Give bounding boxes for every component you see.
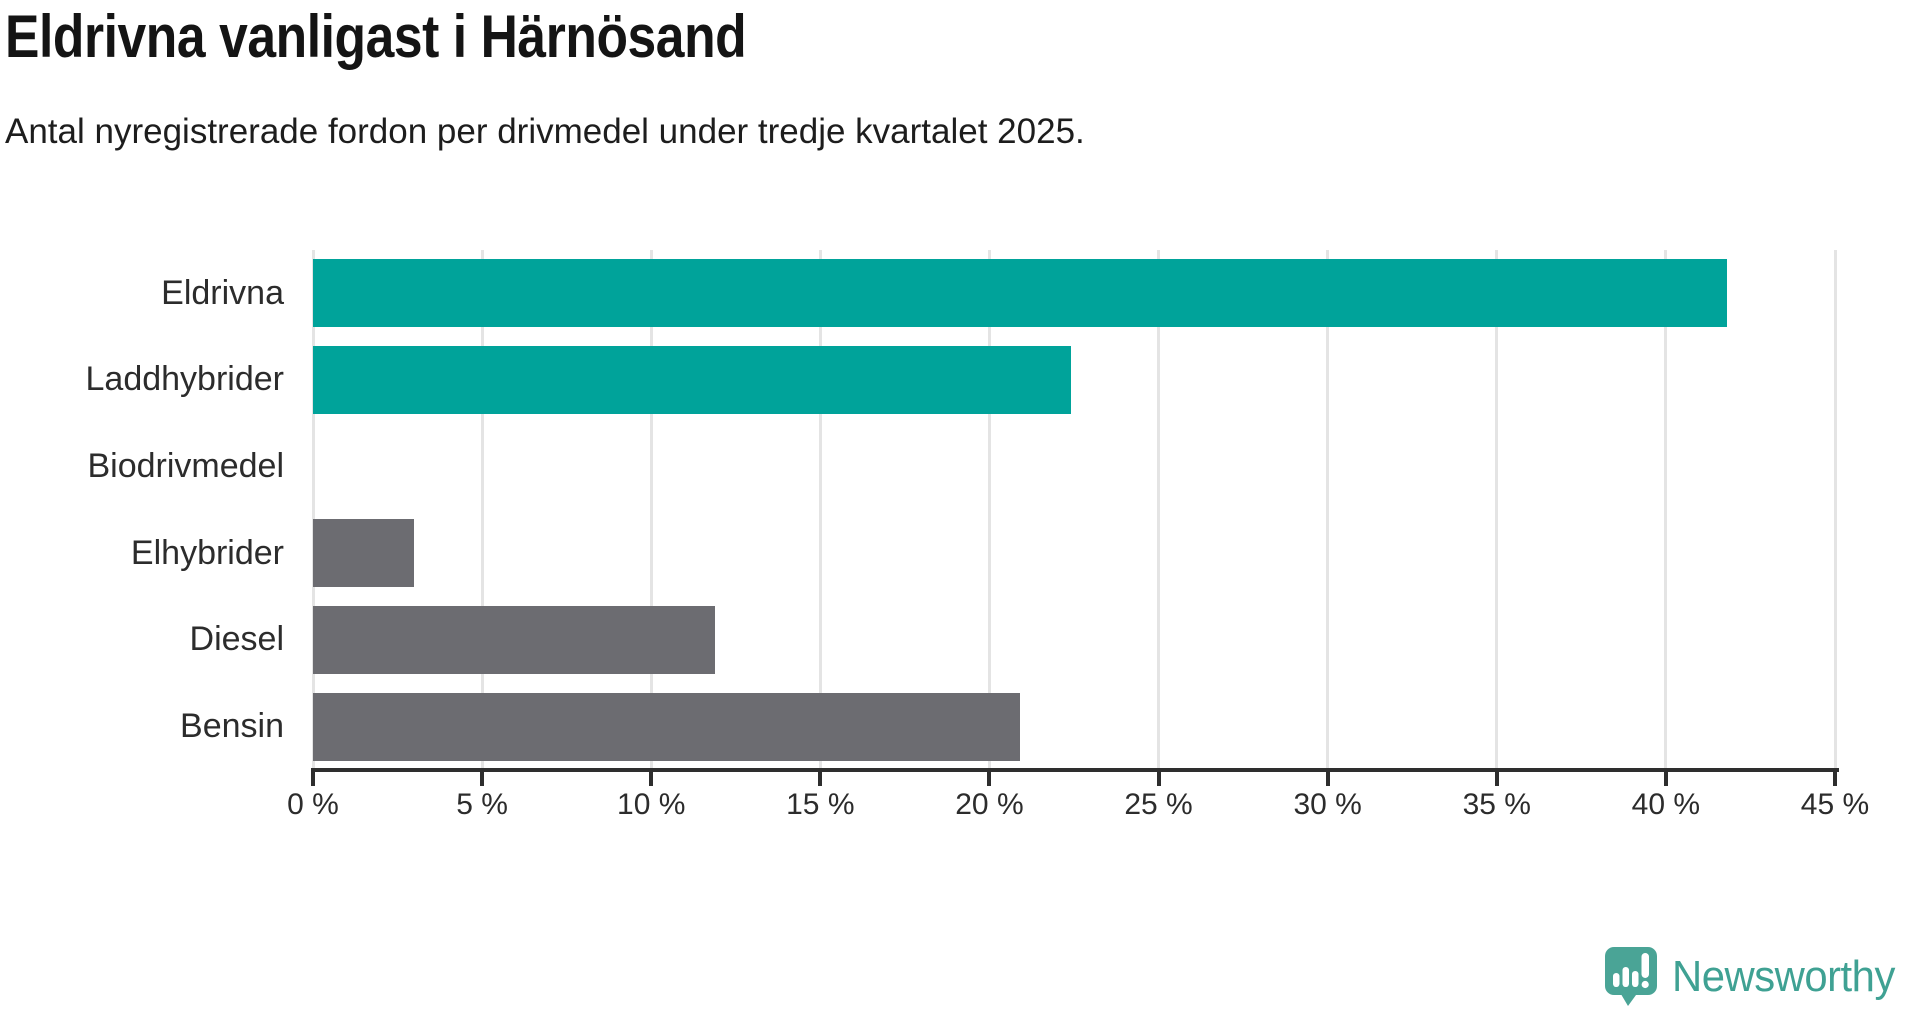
x-tick-label-5: 5 % bbox=[456, 788, 508, 821]
gridline-40 bbox=[1664, 250, 1668, 770]
x-tick-label-30: 30 % bbox=[1293, 788, 1362, 821]
x-tick-label-40: 40 % bbox=[1631, 788, 1701, 821]
x-tick-0 bbox=[311, 772, 315, 786]
gridline-25 bbox=[1157, 250, 1161, 770]
category-label-eldrivna: Eldrivna bbox=[161, 273, 284, 312]
x-tick-label-35: 35 % bbox=[1462, 788, 1531, 821]
gridline-20 bbox=[987, 250, 991, 770]
gridline-10 bbox=[649, 250, 653, 770]
bar-laddhybrider bbox=[313, 346, 1071, 414]
x-tick-label-25: 25 % bbox=[1124, 788, 1193, 821]
x-tick-40 bbox=[1663, 772, 1668, 786]
x-tick-label-15: 15 % bbox=[786, 788, 855, 821]
gridline-15 bbox=[818, 250, 822, 770]
category-label-biodrivmedel: Biodrivmedel bbox=[87, 447, 284, 486]
x-tick-15 bbox=[818, 772, 823, 786]
x-tick-5 bbox=[480, 772, 485, 786]
bar-eldrivna bbox=[313, 259, 1727, 328]
category-label-elhybrider: Elhybrider bbox=[130, 533, 284, 572]
x-tick-25 bbox=[1156, 772, 1161, 786]
x-tick-label-20: 20 % bbox=[955, 788, 1024, 821]
x-axis-line bbox=[311, 768, 1839, 772]
gridline-45 bbox=[1833, 250, 1837, 770]
x-tick-label-45: 45 % bbox=[1800, 788, 1870, 821]
category-label-diesel: Diesel bbox=[189, 620, 284, 659]
bar-elhybrider bbox=[313, 519, 415, 588]
bar-bensin bbox=[313, 692, 1020, 761]
x-tick-label-10: 10 % bbox=[617, 788, 686, 821]
x-tick-10 bbox=[649, 772, 654, 786]
x-tick-30 bbox=[1325, 772, 1330, 786]
gridline-5 bbox=[480, 250, 484, 770]
x-tick-35 bbox=[1494, 772, 1499, 786]
page-title: Eldrivna vanligast i Härnösand bbox=[5, 3, 747, 70]
gridline-30 bbox=[1326, 250, 1330, 770]
newsworthy-logo-text: Newsworthy bbox=[1672, 952, 1895, 1001]
gridline-0 bbox=[311, 250, 315, 770]
category-label-bensin: Bensin bbox=[180, 707, 284, 746]
plot-area bbox=[311, 250, 1837, 770]
newsworthy-logo: Newsworthy bbox=[1604, 946, 1907, 1008]
x-tick-45 bbox=[1833, 772, 1837, 786]
category-label-laddhybrider: Laddhybrider bbox=[85, 360, 284, 399]
gridline-35 bbox=[1495, 250, 1499, 770]
newsworthy-logo-icon bbox=[1605, 947, 1657, 1006]
x-tick-20 bbox=[987, 772, 992, 786]
bar-diesel bbox=[313, 606, 716, 674]
x-tick-label-0: 0 % bbox=[287, 788, 339, 821]
page-subtitle: Antal nyregistrerade fordon per drivmede… bbox=[5, 112, 1085, 151]
